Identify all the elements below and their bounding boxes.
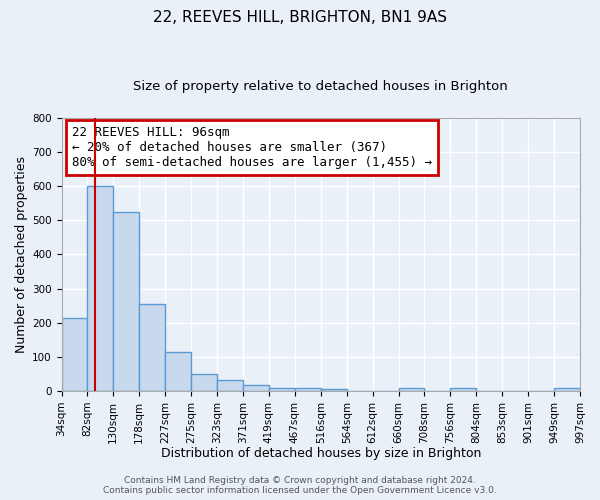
Y-axis label: Number of detached properties: Number of detached properties xyxy=(15,156,28,353)
X-axis label: Distribution of detached houses by size in Brighton: Distribution of detached houses by size … xyxy=(161,447,481,460)
Bar xyxy=(62,318,88,391)
Title: Size of property relative to detached houses in Brighton: Size of property relative to detached ho… xyxy=(133,80,508,93)
Bar xyxy=(113,212,139,391)
Bar xyxy=(139,304,166,391)
Bar xyxy=(217,380,243,391)
Bar xyxy=(243,385,269,391)
Bar xyxy=(269,388,295,391)
Bar xyxy=(88,186,113,391)
Bar xyxy=(554,388,580,391)
Text: 22, REEVES HILL, BRIGHTON, BN1 9AS: 22, REEVES HILL, BRIGHTON, BN1 9AS xyxy=(153,10,447,25)
Bar xyxy=(191,374,217,391)
Text: Contains HM Land Registry data © Crown copyright and database right 2024.
Contai: Contains HM Land Registry data © Crown c… xyxy=(103,476,497,495)
Bar xyxy=(166,352,191,391)
Bar xyxy=(321,390,347,391)
Bar xyxy=(398,388,424,391)
Bar xyxy=(450,388,476,391)
Bar xyxy=(295,388,321,391)
Text: 22 REEVES HILL: 96sqm
← 20% of detached houses are smaller (367)
80% of semi-det: 22 REEVES HILL: 96sqm ← 20% of detached … xyxy=(72,126,432,169)
